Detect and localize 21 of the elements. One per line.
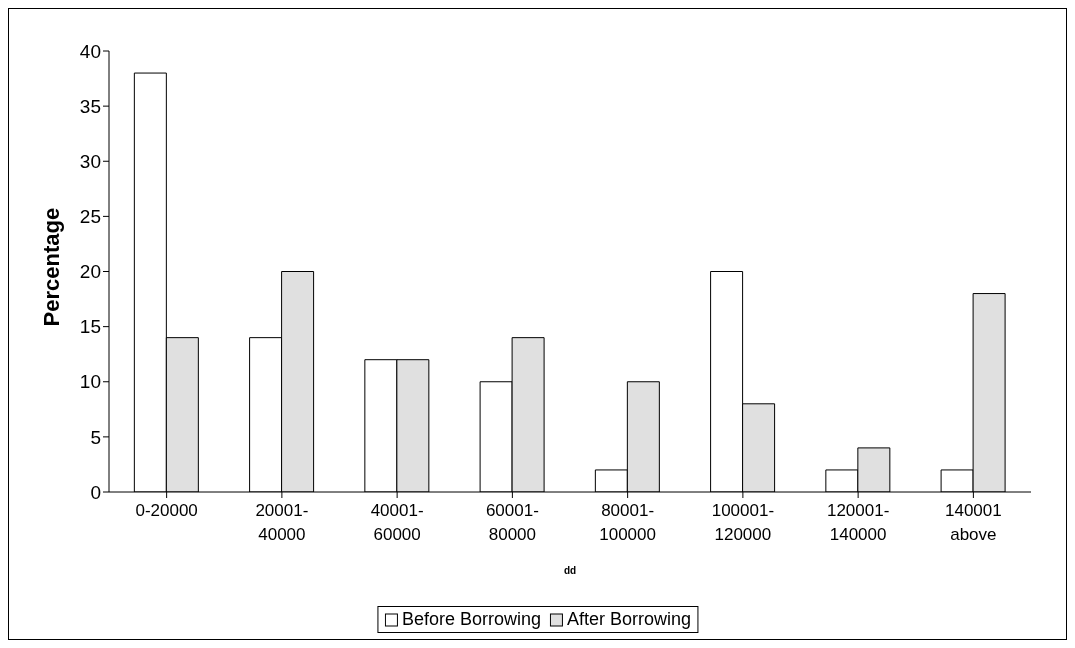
y-tick-label: 20 <box>79 261 101 283</box>
x-tick-label: 100001-120000 <box>711 501 775 544</box>
y-tick-label: 15 <box>79 316 101 338</box>
legend-label: Before Borrowing <box>401 609 542 630</box>
y-tick-label: 40 <box>79 40 101 62</box>
x-tick-label: 140001 above <box>945 501 1002 544</box>
x-tick-label: 120001-140000 <box>826 501 890 544</box>
y-tick-label: 25 <box>79 206 101 228</box>
y-axis-title: Percentage <box>38 207 64 327</box>
y-tick-label: 10 <box>79 371 101 393</box>
y-tick-label: 0 <box>90 481 101 503</box>
x-tick-label: 60001-80000 <box>485 501 539 544</box>
y-tick-label: 5 <box>90 426 101 448</box>
x-tick-label: 0-20000 <box>135 501 198 520</box>
legend-label: After Borrowing <box>567 609 692 630</box>
y-tick-label: 35 <box>79 95 101 117</box>
y-tick-label: 30 <box>79 150 101 172</box>
x-tick-label: 20001-40000 <box>255 501 309 544</box>
x-tick-label: 80001-100000 <box>599 501 656 544</box>
x-axis-title: dd <box>563 565 577 576</box>
x-tick-label: 40001-60000 <box>370 501 424 544</box>
